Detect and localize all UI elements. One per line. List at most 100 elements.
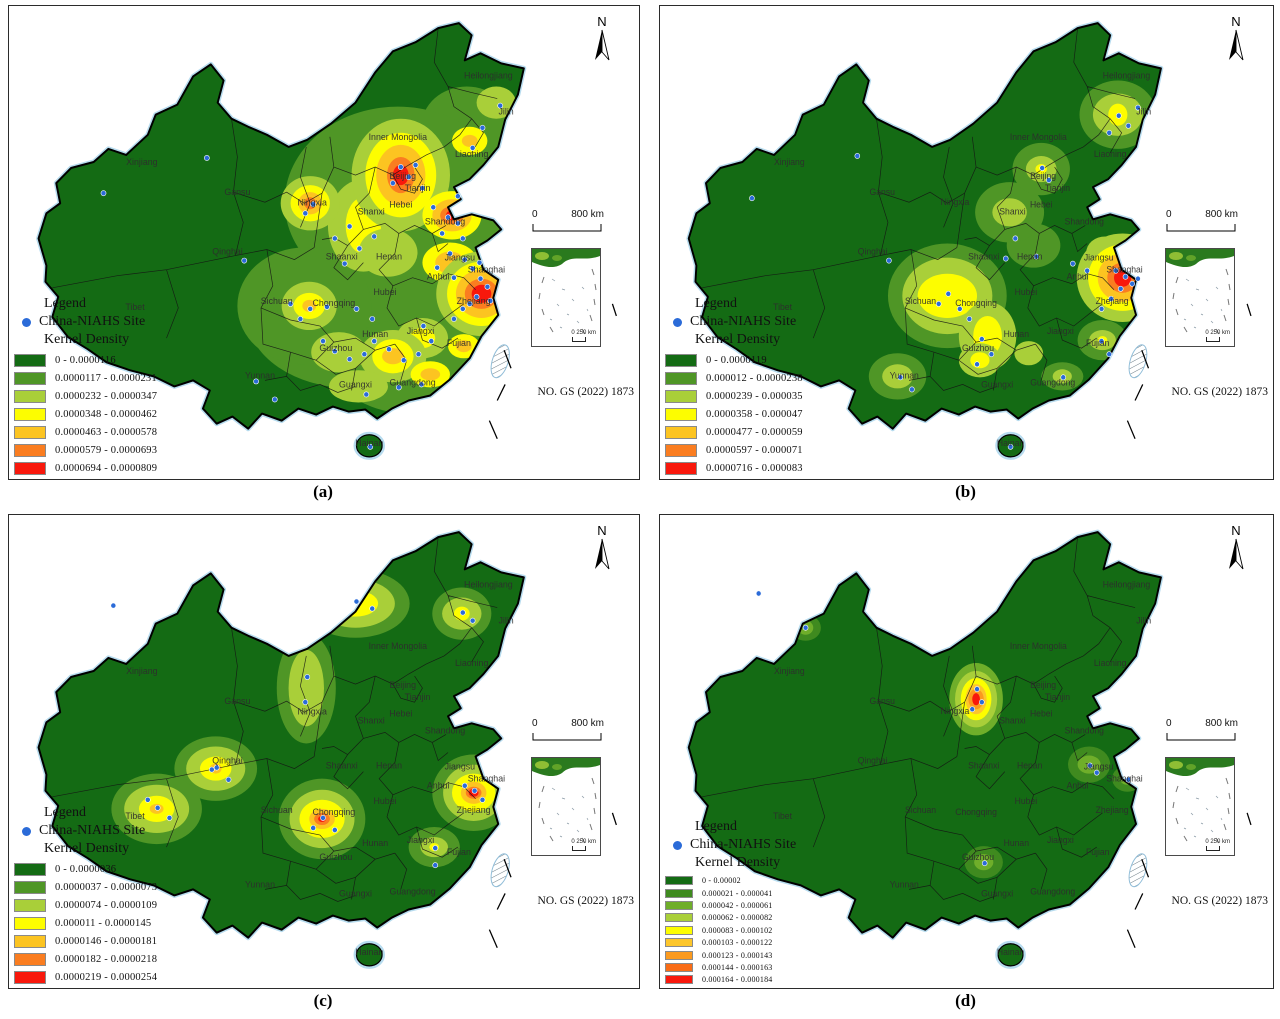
province-label: Hainan — [997, 438, 1024, 448]
legend-class-swatch — [14, 880, 46, 894]
province-label: Hebei — [389, 708, 412, 718]
legend-class-row: 0.000144 - 0.000163 — [665, 961, 796, 973]
site-dot — [487, 297, 494, 304]
legend-class-label: 0.0000348 - 0.0000462 — [55, 408, 158, 420]
site-dot — [1135, 275, 1141, 282]
province-label: Hebei — [1030, 199, 1053, 209]
site-dot — [302, 210, 309, 217]
province-label: Qinghai — [212, 246, 242, 256]
scale-bar-line — [1166, 733, 1236, 741]
province-label: Hunan — [362, 329, 388, 339]
site-dot — [225, 776, 232, 783]
legend-class-swatch — [14, 353, 46, 367]
caption-b: (b) — [955, 482, 976, 501]
province-label: Anhui — [427, 781, 450, 791]
legend-class-label: 0.0000463 - 0.0000578 — [55, 426, 158, 438]
north-label: N — [597, 14, 607, 29]
density-blobs — [237, 86, 524, 415]
province-label: Hainan — [355, 438, 383, 448]
legend-class-row: 0.0000182 - 0.0000218 — [14, 950, 157, 968]
site-dot — [1129, 280, 1135, 287]
legend-title: Legend — [44, 805, 86, 820]
site-dot — [1117, 285, 1124, 292]
province-label: Sichuan — [261, 805, 293, 815]
inset-scale-label: 0 250 km — [571, 839, 596, 845]
province-label: Guizhou — [319, 343, 352, 353]
legend-class-swatch — [665, 443, 697, 457]
province-label: Shaanxi — [968, 760, 999, 770]
gs-approval-number: NO. GS (2022) 1873 — [1171, 386, 1268, 398]
legend-class-row: 0.0000716 - 0.000083 — [665, 459, 803, 477]
legend-class-label: 0.000103 - 0.000122 — [702, 938, 773, 948]
legend-classes: 0 - 0.0000036 0.0000037 - 0.0000073 0.0000… — [14, 860, 157, 986]
site-dot — [341, 260, 348, 267]
province-label: Tianjin — [1045, 692, 1070, 702]
province-label: Xinjiang — [126, 666, 157, 676]
province-label: Jilin — [498, 107, 513, 117]
province-label: Shanghai — [468, 774, 505, 784]
legend-class-row: 0.0000358 - 0.000047 — [665, 405, 803, 423]
province-label: Hainan — [355, 947, 383, 957]
scale-distance: 800 km — [571, 718, 604, 729]
province-label: Gansu — [224, 187, 250, 197]
site-dots — [110, 598, 486, 869]
site-dot-icon — [673, 317, 682, 327]
site-dot — [434, 264, 441, 271]
province-label: Guangxi — [339, 888, 372, 898]
province-label: Fujian — [1086, 338, 1110, 348]
legend-class-row: 0.0000477 - 0.000059 — [665, 423, 803, 441]
site-dot — [395, 384, 402, 391]
site-dot — [749, 195, 755, 202]
legend-class-row: 0.000021 - 0.000041 — [665, 887, 796, 899]
province-label: Yunnan — [890, 370, 919, 380]
inset-scale-bar — [572, 846, 586, 851]
province-label: Guangxi — [339, 379, 372, 389]
site-dot — [477, 275, 484, 282]
site-dot — [461, 256, 468, 263]
province-label: Jiangxi — [407, 835, 435, 845]
map-legend: Legend China-NIAHS Site Kernel Density 0… — [665, 296, 803, 477]
scale-distance: 800 km — [1205, 209, 1238, 220]
province-label: Tibet — [773, 302, 792, 312]
legend-class-swatch — [665, 389, 697, 403]
legend-class-row: 0 - 0.0000116 — [14, 351, 157, 369]
china-map: Xinjiang Tibet Qinghai Gansu Ningxia Inner Mo… — [36, 20, 617, 460]
inset-scale-label: 0 250 km — [1205, 839, 1230, 845]
legend-class-swatch — [665, 876, 693, 886]
site-dots — [100, 102, 504, 450]
province-label: Hunan — [1004, 838, 1029, 848]
site-dot — [400, 357, 407, 364]
site-dot — [1046, 177, 1052, 184]
site-dot — [1106, 351, 1112, 358]
site-dot — [1039, 165, 1045, 171]
legend-class-label: 0.0000477 - 0.000059 — [706, 426, 803, 438]
province-label: Yunnan — [890, 879, 919, 889]
legend-class-swatch — [14, 371, 46, 385]
legend-class-row: 0 - 0.0000119 — [665, 351, 803, 369]
province-label: Guangdong — [389, 886, 435, 896]
site-dot — [110, 602, 117, 609]
legend-classes: 0 - 0.0000119 0.000012 - 0.0000238 0.00002… — [665, 351, 803, 477]
map-panel-a: Xinjiang Tibet Qinghai Gansu Ningxia Inner Mo… — [8, 5, 640, 480]
site-dot — [310, 825, 317, 831]
legend-classes: 0 - 0.00002 0.000021 - 0.000041 0.000042 -… — [665, 874, 796, 986]
dash-line-marks — [488, 812, 617, 949]
province-label: Jiangxi — [407, 326, 435, 336]
legend-class-label: 0.000021 - 0.000041 — [702, 888, 773, 898]
legend-class-label: 0.0000716 - 0.000083 — [706, 462, 803, 474]
site-dot — [304, 674, 311, 680]
province-label: Tianjin — [1045, 183, 1070, 193]
site-dot — [854, 153, 861, 159]
province-label: Shaanxi — [326, 761, 358, 771]
site-dot-icon — [673, 840, 682, 850]
map-panel-c: Xinjiang Tibet Qinghai Gansu Ningxia Inner Mo… — [8, 514, 640, 989]
legend-class-swatch — [665, 950, 693, 960]
north-label: N — [597, 523, 607, 538]
province-label: Gansu — [870, 187, 895, 197]
site-dot — [945, 290, 952, 297]
north-arrow-icon — [595, 538, 610, 570]
province-label: Guangxi — [981, 888, 1013, 898]
site-dot — [1012, 235, 1019, 242]
province-label: Henan — [376, 252, 402, 262]
province-label: Beijing — [389, 680, 416, 690]
